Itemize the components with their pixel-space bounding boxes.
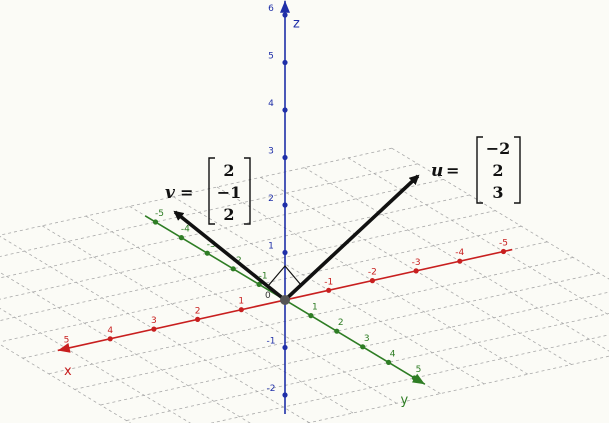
x-axis-tick-label: -2 xyxy=(368,268,377,278)
x-axis-name: x xyxy=(64,364,72,379)
x-axis-tick-label: 3 xyxy=(151,316,157,326)
grid-line xyxy=(347,157,609,316)
vector-u-left-bracket xyxy=(476,136,483,204)
grid-line xyxy=(0,194,470,300)
vector-v-name: v xyxy=(165,183,176,203)
x-axis-tick xyxy=(500,248,507,255)
z-axis-tick xyxy=(282,107,288,113)
vector-v-component-2: −1 xyxy=(217,183,242,202)
z-axis-tick xyxy=(282,249,288,256)
x-axis-tick xyxy=(107,336,113,342)
vector-u-component-3: 3 xyxy=(492,183,503,202)
y-axis-tick-label: 4 xyxy=(390,349,396,359)
y-axis-arrowhead xyxy=(412,373,425,385)
xy-plane-grid xyxy=(0,147,609,423)
y-axis-tick xyxy=(230,266,236,272)
vector-u-right-bracket xyxy=(514,136,521,204)
grid-line xyxy=(0,344,132,423)
x-axis-tick xyxy=(63,345,70,352)
z-axis-tick-label: 3 xyxy=(268,147,274,157)
z-axis-name: z xyxy=(293,16,300,31)
vector-u-component-2: 2 xyxy=(492,161,503,180)
y-axis-tick-label: 5 xyxy=(416,365,422,375)
y-axis-tick-label: -3 xyxy=(207,240,216,250)
vector-v-component-3: 2 xyxy=(223,205,234,224)
axes: -5-4-3-2-112345-5-4-3-2-112345-2-1123456… xyxy=(57,0,513,414)
z-axis-tick xyxy=(282,392,288,398)
x-axis-tick-label: -1 xyxy=(324,277,333,287)
z-axis-tick-label: 1 xyxy=(268,242,274,252)
x-axis-tick-label: 4 xyxy=(107,326,113,336)
z-axis-tick xyxy=(282,12,288,18)
y-axis-name: y xyxy=(401,393,409,408)
vector-u-name: u xyxy=(431,161,443,181)
y-axis-tick xyxy=(256,281,262,287)
origin-label: 0 xyxy=(265,291,271,301)
vector-v-label: v = 2 −1 2 xyxy=(165,157,251,225)
z-axis-tick xyxy=(282,154,288,161)
z-axis-tick-label: -2 xyxy=(267,384,276,394)
z-axis-tick-label: -1 xyxy=(267,337,276,347)
vector-v-right-bracket xyxy=(244,157,251,225)
y-axis-tick-label: 2 xyxy=(338,318,344,328)
z-axis-tick xyxy=(282,59,288,66)
origin-point xyxy=(280,295,290,305)
vector-v-left-bracket xyxy=(208,157,215,225)
z-axis-tick-label: 4 xyxy=(268,99,274,109)
x-axis-tick-label: 5 xyxy=(64,336,70,346)
z-axis-tick xyxy=(282,344,288,351)
y-axis-tick xyxy=(411,375,418,381)
z-axis-tick-label: 6 xyxy=(268,4,274,14)
vector-v-equals: = xyxy=(180,183,193,202)
x-axis-tick-label: 1 xyxy=(238,297,244,307)
y-axis-tick xyxy=(308,313,314,319)
x-axis-tick xyxy=(195,316,201,322)
x-axis-tick-label: -4 xyxy=(455,248,464,258)
y-axis-tick-label: -5 xyxy=(155,209,164,219)
x-axis-tick-label: -5 xyxy=(499,239,508,249)
vector-v-component-1: 2 xyxy=(223,161,234,180)
y-axis-tick xyxy=(360,344,366,350)
x-axis-tick xyxy=(413,268,419,274)
vector-u-arrow xyxy=(283,174,420,302)
x-axis-tick xyxy=(151,326,157,332)
x-axis-tick-label: -3 xyxy=(412,258,421,268)
y-axis-tick xyxy=(334,328,340,334)
y-axis-tick xyxy=(386,359,392,365)
z-axis-tick-label: 2 xyxy=(268,194,274,204)
z-axis-arrowhead xyxy=(280,0,290,13)
vector-u-component-1: −2 xyxy=(486,139,511,158)
y-axis-tick xyxy=(204,250,210,256)
y-axis-tick-label: -4 xyxy=(181,225,190,235)
vector-u-equals: = xyxy=(446,161,459,180)
x-axis-tick xyxy=(369,278,375,284)
vector-v-arrow xyxy=(173,210,287,302)
y-axis-tick xyxy=(152,219,159,225)
y-axis-tick-label: 1 xyxy=(312,303,318,313)
y-axis-tick xyxy=(178,235,184,241)
x-axis-tick xyxy=(457,258,463,264)
x-axis-tick-label: 2 xyxy=(195,306,201,316)
vector-u-label: u = −2 2 3 xyxy=(431,136,521,204)
z-axis-tick-label: 5 xyxy=(268,52,274,62)
x-axis-tick xyxy=(238,307,244,313)
z-axis-tick xyxy=(282,202,288,208)
right-angle-marker xyxy=(267,265,302,287)
y-axis-tick-label: -1 xyxy=(259,271,268,281)
y-axis-tick-label: 3 xyxy=(364,334,370,344)
x-axis-tick xyxy=(326,287,332,293)
